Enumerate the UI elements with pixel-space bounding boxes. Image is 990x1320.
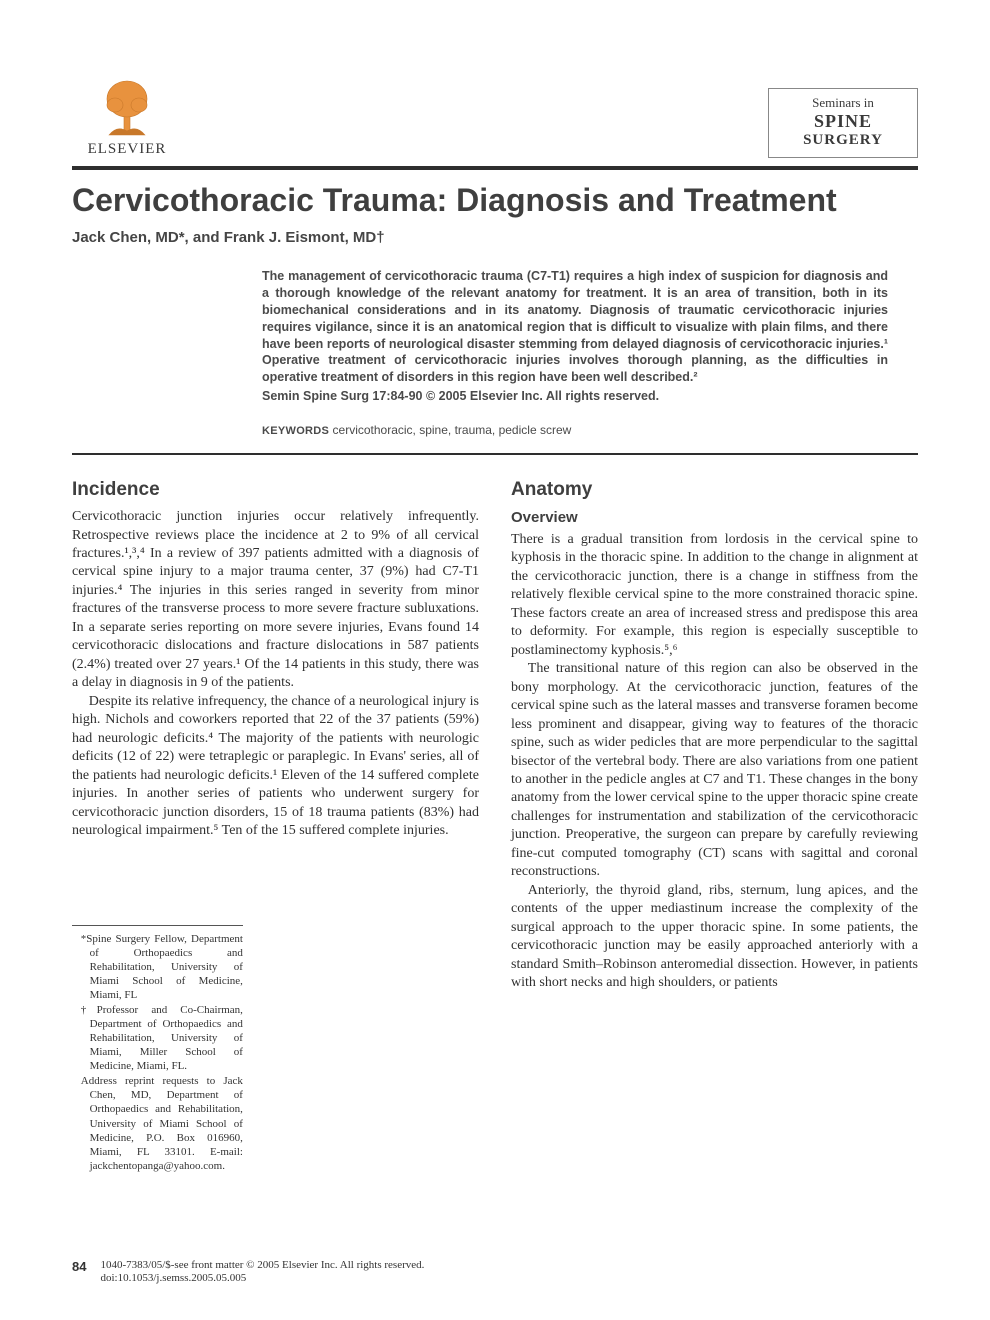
- left-column: Incidence Cervicothoracic junction injur…: [72, 477, 479, 1174]
- publisher-name: ELSEVIER: [88, 141, 167, 158]
- abstract-block: The management of cervicothoracic trauma…: [262, 268, 888, 405]
- abstract-body: The management of cervicothoracic trauma…: [262, 269, 888, 384]
- incidence-p2: Despite its relative infrequency, the ch…: [72, 693, 479, 841]
- page-number: 84: [72, 1259, 86, 1274]
- publisher-block: ELSEVIER: [72, 75, 182, 158]
- footer-line1: 1040-7383/05/$-see front matter © 2005 E…: [100, 1259, 424, 1273]
- right-column: Anatomy Overview There is a gradual tran…: [511, 477, 918, 1174]
- journal-line3: SURGERY: [769, 132, 917, 149]
- heading-incidence: Incidence: [72, 477, 479, 502]
- article-title: Cervicothoracic Trauma: Diagnosis and Tr…: [72, 182, 918, 219]
- subheading-overview: Overview: [511, 508, 918, 528]
- elsevier-tree-icon: [95, 75, 159, 139]
- header-row: ELSEVIER Seminars in SPINE SURGERY: [72, 58, 918, 158]
- page-footer: 84 1040-7383/05/$-see front matter © 200…: [72, 1259, 918, 1287]
- anatomy-p2: The transitional nature of this region c…: [511, 660, 918, 882]
- journal-line1: Seminars in: [769, 95, 917, 111]
- two-column-body: Incidence Cervicothoracic junction injur…: [72, 477, 918, 1174]
- footnote-1: *Spine Surgery Fellow, Department of Ort…: [72, 932, 243, 1002]
- incidence-p1: Cervicothoracic junction injuries occur …: [72, 508, 479, 693]
- footer-line2: doi:10.1053/j.semss.2005.05.005: [100, 1272, 424, 1286]
- footnote-2: †Professor and Co-Chairman, Department o…: [72, 1003, 243, 1073]
- keywords-text: cervicothoracic, spine, trauma, pedicle …: [329, 423, 571, 437]
- footnotes-block: *Spine Surgery Fellow, Department of Ort…: [72, 925, 243, 1173]
- top-rule: [72, 166, 918, 170]
- journal-line2: SPINE: [769, 111, 917, 132]
- keywords-block: KEYWORDS cervicothoracic, spine, trauma,…: [262, 423, 888, 437]
- footnote-3: Address reprint requests to Jack Chen, M…: [72, 1074, 243, 1173]
- footer-text: 1040-7383/05/$-see front matter © 2005 E…: [100, 1259, 424, 1287]
- anatomy-p3: Anteriorly, the thyroid gland, ribs, ste…: [511, 882, 918, 993]
- heading-anatomy: Anatomy: [511, 477, 918, 502]
- mid-rule: [72, 453, 918, 455]
- abstract-citation: Semin Spine Surg 17:84-90 © 2005 Elsevie…: [262, 388, 888, 405]
- authors-line: Jack Chen, MD*, and Frank J. Eismont, MD…: [72, 229, 918, 246]
- journal-box: Seminars in SPINE SURGERY: [768, 88, 918, 158]
- keywords-label: KEYWORDS: [262, 425, 329, 437]
- anatomy-p1: There is a gradual transition from lordo…: [511, 531, 918, 660]
